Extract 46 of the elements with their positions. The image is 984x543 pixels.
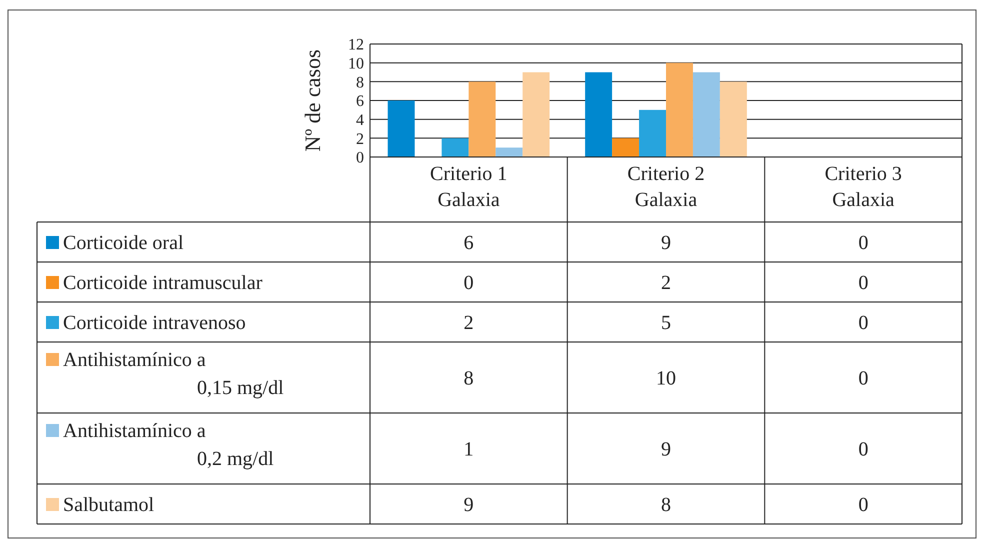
y-tick-label: 12: [348, 36, 364, 54]
data-label: 9: [464, 494, 474, 516]
y-tick-label: 4: [356, 112, 364, 129]
bar: [639, 110, 666, 157]
data-label: 2: [661, 272, 671, 294]
legend-label: Antihistamínico a 0,2 mg/dl: [63, 420, 274, 470]
data-label: 9: [661, 438, 671, 460]
data-label: 6: [464, 232, 474, 254]
y-tick-label: 8: [356, 74, 364, 92]
bar: [666, 62, 693, 157]
y-axis-title: Nº de casos: [300, 49, 325, 152]
data-label: 0: [464, 272, 474, 294]
data-label: 9: [661, 232, 671, 254]
y-tick-label: 10: [348, 55, 364, 72]
data-label: 8: [661, 494, 671, 516]
data-label: 1: [464, 438, 474, 460]
bar: [692, 72, 720, 157]
bar: [442, 138, 469, 157]
data-label: 0: [858, 312, 868, 334]
x-tick-label: Criterio 1 Galaxia: [430, 163, 508, 211]
legend-label: Salbutamol: [63, 494, 155, 516]
data-label: 0: [858, 494, 868, 516]
data-label: 10: [656, 368, 676, 390]
y-tick-label: 0: [356, 150, 364, 167]
y-tick-label: 2: [356, 130, 364, 148]
bar: [388, 100, 415, 157]
data-label: 0: [858, 232, 868, 254]
y-tick-label: 6: [356, 93, 364, 110]
legend-label: Corticoide intravenoso: [63, 312, 246, 334]
x-tick-label: Criterio 2 Galaxia: [627, 163, 705, 211]
legend-label: Corticoide intramuscular: [63, 272, 263, 294]
bar: [468, 82, 496, 157]
legend-label: Corticoide oral: [63, 232, 184, 254]
bar: [496, 148, 523, 157]
data-label: 2: [464, 312, 474, 334]
bar: [720, 82, 747, 157]
data-label: 0: [858, 438, 868, 460]
bar: [585, 72, 612, 157]
data-label: 0: [858, 368, 868, 390]
data-label: 5: [661, 312, 671, 334]
data-label: 0: [858, 272, 868, 294]
x-tick-label: Criterio 3 Galaxia: [824, 163, 902, 211]
bar: [612, 138, 640, 157]
data-label: 8: [464, 368, 474, 390]
legend-label: Antihistamínico a 0,15 mg/dl: [63, 349, 284, 399]
bar: [522, 72, 550, 157]
